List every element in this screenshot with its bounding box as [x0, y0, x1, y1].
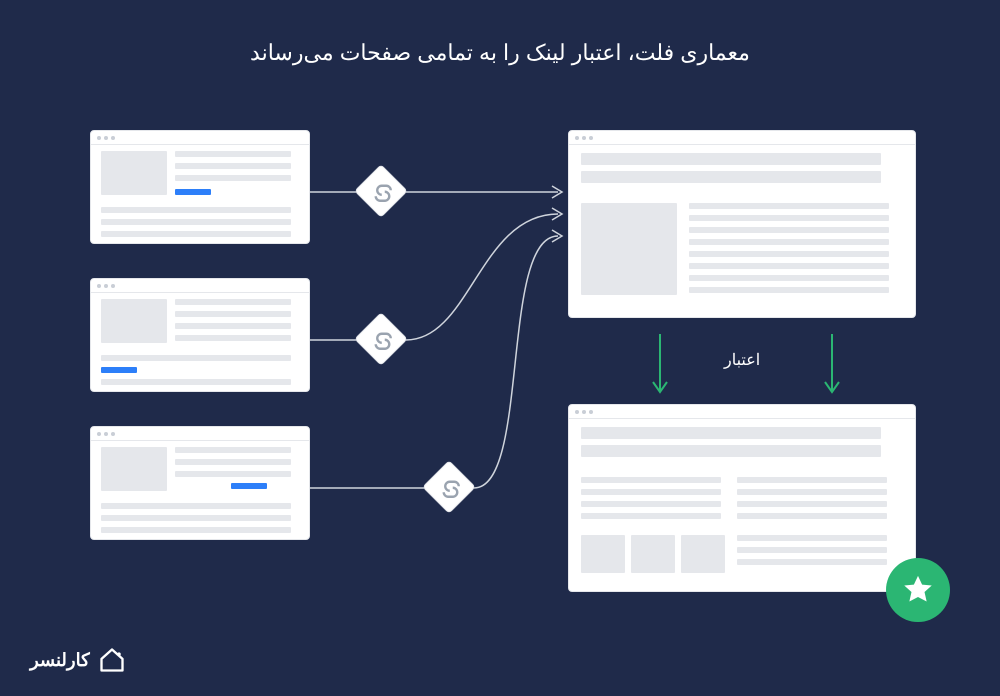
- source-card-2: [90, 278, 310, 392]
- window-dots: [569, 405, 915, 419]
- brand-logo: کارلنسر: [30, 646, 126, 674]
- window-dots: [91, 427, 309, 441]
- hyperlink: [101, 367, 137, 373]
- authority-label: اعتبار: [724, 350, 760, 370]
- target-card-2: [568, 404, 916, 592]
- brand-text: کارلنسر: [30, 650, 90, 671]
- window-dots: [91, 131, 309, 145]
- link-icon: [422, 460, 476, 514]
- window-dots: [91, 279, 309, 293]
- diagram-title: معماری فلت، اعتبار لینک را به تمامی صفحا…: [0, 40, 1000, 66]
- link-icon: [354, 164, 408, 218]
- house-icon: [98, 646, 126, 674]
- hyperlink: [231, 483, 267, 489]
- source-card-1: [90, 130, 310, 244]
- source-card-3: [90, 426, 310, 540]
- link-icon: [354, 312, 408, 366]
- window-dots: [569, 131, 915, 145]
- target-card-1: [568, 130, 916, 318]
- hyperlink: [175, 189, 211, 195]
- star-badge-icon: [886, 558, 950, 622]
